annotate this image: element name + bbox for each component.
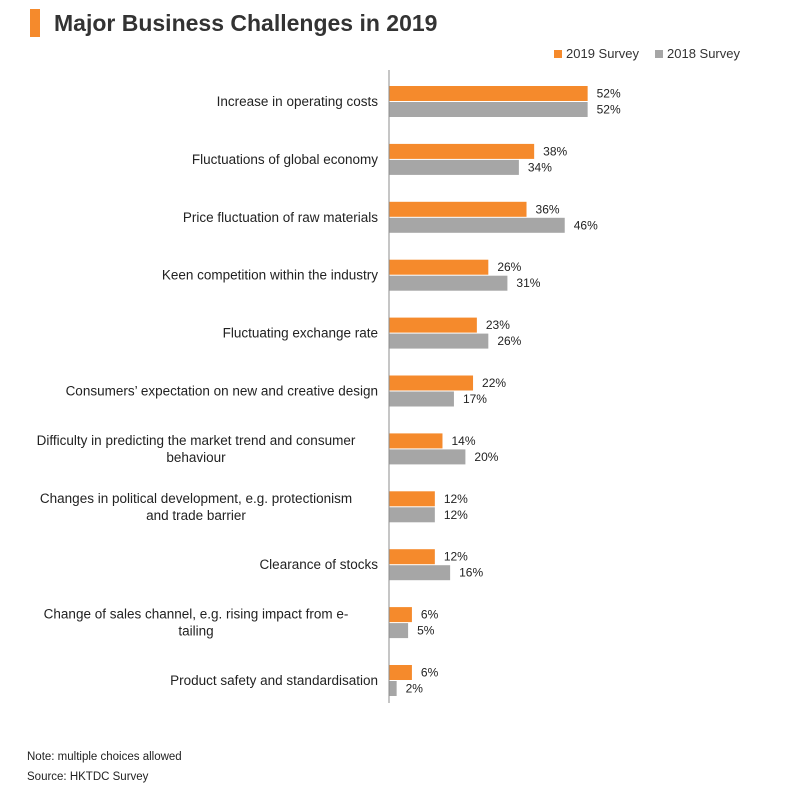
category-label: Product safety and standardisation — [170, 673, 378, 688]
value-label-2018: 34% — [528, 160, 552, 174]
note-text: Note: multiple choices allowed — [27, 751, 182, 763]
chart-notes: Note: multiple choices allowed Source: H… — [27, 747, 182, 787]
bar-2018 — [389, 102, 588, 117]
value-label-2019: 14% — [451, 434, 475, 448]
bar-2018 — [389, 507, 435, 523]
legend-label-2019: 2019 Survey — [566, 46, 639, 61]
value-label-2018: 2% — [406, 682, 424, 696]
bar-2019 — [389, 607, 412, 623]
value-label-2018: 16% — [459, 566, 483, 580]
value-label-2019: 22% — [482, 376, 506, 390]
bar-2018 — [389, 159, 519, 175]
legend-swatch-2019 — [554, 49, 562, 58]
value-label-2019: 12% — [444, 550, 468, 564]
value-label-2018: 31% — [516, 276, 540, 290]
value-label-2018: 20% — [474, 450, 498, 464]
chart-title: Major Business Challenges in 2019 — [54, 10, 438, 36]
category-label: Consumers’ expectation on new and creati… — [66, 384, 378, 399]
bar-2018 — [389, 449, 466, 465]
value-label-2018: 26% — [497, 334, 521, 348]
bar-chart: Increase in operating costs 52% 52% Fluctua… — [37, 70, 621, 703]
bar-2019 — [389, 317, 477, 333]
bar-2018 — [389, 391, 454, 407]
value-label-2018: 5% — [417, 624, 435, 638]
bar-2018 — [389, 623, 409, 639]
bar-2019 — [389, 86, 588, 101]
bar-2019 — [389, 375, 474, 391]
legend-swatch-2018 — [655, 49, 663, 58]
bar-2019 — [389, 143, 535, 159]
value-label-2019: 26% — [497, 260, 521, 274]
bar-2018 — [389, 217, 565, 233]
category-label: Fluctuations of global economy — [192, 152, 378, 167]
bar-2019 — [389, 491, 435, 507]
value-label-2019: 36% — [536, 202, 560, 216]
value-label-2019: 52% — [597, 87, 621, 101]
category-label: Increase in operating costs — [217, 94, 379, 109]
value-label-2019: 6% — [421, 666, 439, 680]
bar-2019 — [389, 665, 412, 680]
value-label-2018: 46% — [574, 218, 598, 232]
bar-2018 — [389, 681, 397, 696]
bar-2019 — [389, 201, 527, 217]
bar-2019 — [389, 259, 489, 275]
category-label: Fluctuating exchange rate — [223, 326, 378, 341]
bar-2019 — [389, 433, 443, 449]
category-label: Clearance of stocks — [259, 557, 378, 572]
category-label: Price fluctuation of raw materials — [183, 210, 378, 225]
bar-2018 — [389, 275, 508, 291]
source-text: Source: HKTDC Survey — [27, 771, 149, 783]
value-label-2019: 6% — [421, 608, 439, 622]
category-label: Keen competition within the industry — [162, 268, 378, 283]
bar-2018 — [389, 333, 489, 349]
category-label: Change of sales channel, e.g. rising imp… — [44, 607, 349, 639]
bar-2018 — [389, 565, 451, 581]
value-label-2019: 23% — [486, 318, 510, 332]
value-label-2019: 38% — [543, 144, 567, 158]
value-label-2018: 52% — [597, 103, 621, 117]
value-label-2018: 12% — [444, 508, 468, 522]
category-label: Changes in political development, e.g. p… — [40, 491, 352, 523]
value-label-2018: 17% — [463, 392, 487, 406]
legend-item-2018: 2018 Survey — [655, 46, 740, 61]
legend: 2019 Survey 2018 Survey — [554, 46, 740, 61]
bar-2019 — [389, 549, 435, 565]
title-accent-bar — [30, 9, 40, 37]
category-label: Difficulty in predicting the market tren… — [37, 433, 356, 465]
value-label-2019: 12% — [444, 492, 468, 506]
legend-item-2019: 2019 Survey — [554, 46, 639, 61]
legend-label-2018: 2018 Survey — [667, 46, 740, 61]
